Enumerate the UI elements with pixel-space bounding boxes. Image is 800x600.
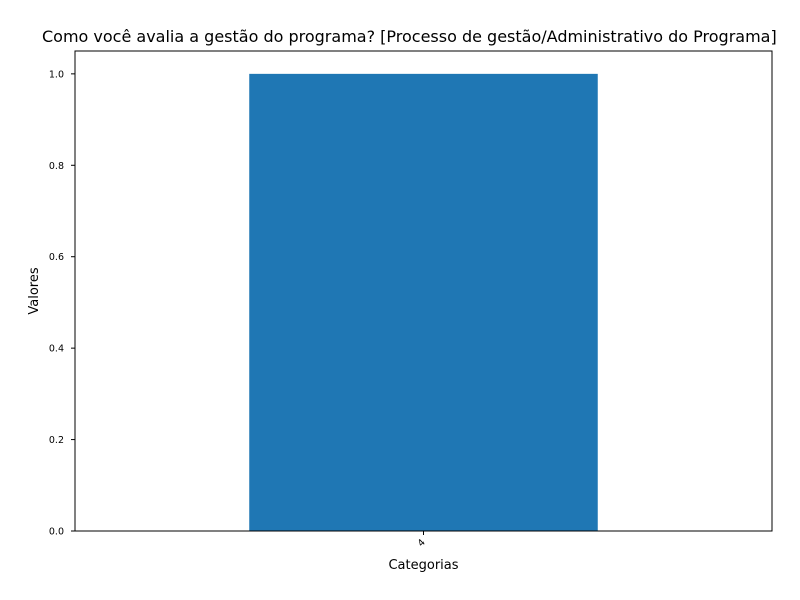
y-tick-label: 0.8 [49, 161, 64, 172]
bar-4 [249, 73, 598, 531]
y-tick-label: 0.0 [49, 527, 64, 538]
y-tick-label: 1.0 [49, 69, 64, 80]
y-axis: 0.0 0.2 0.4 0.6 0.8 1.0 [49, 69, 75, 538]
y-tick-label: 0.6 [49, 252, 64, 263]
chart-title: Como você avalia a gestão do programa? [… [42, 27, 777, 46]
y-tick-label: 0.4 [49, 344, 64, 355]
y-axis-label: Valores [27, 267, 42, 314]
x-axis: 4 [416, 531, 428, 549]
x-axis-label: Categorias [388, 558, 458, 573]
y-tick-label: 0.2 [49, 435, 64, 446]
x-tick-label: 4 [416, 537, 428, 549]
plot-area [249, 73, 598, 531]
